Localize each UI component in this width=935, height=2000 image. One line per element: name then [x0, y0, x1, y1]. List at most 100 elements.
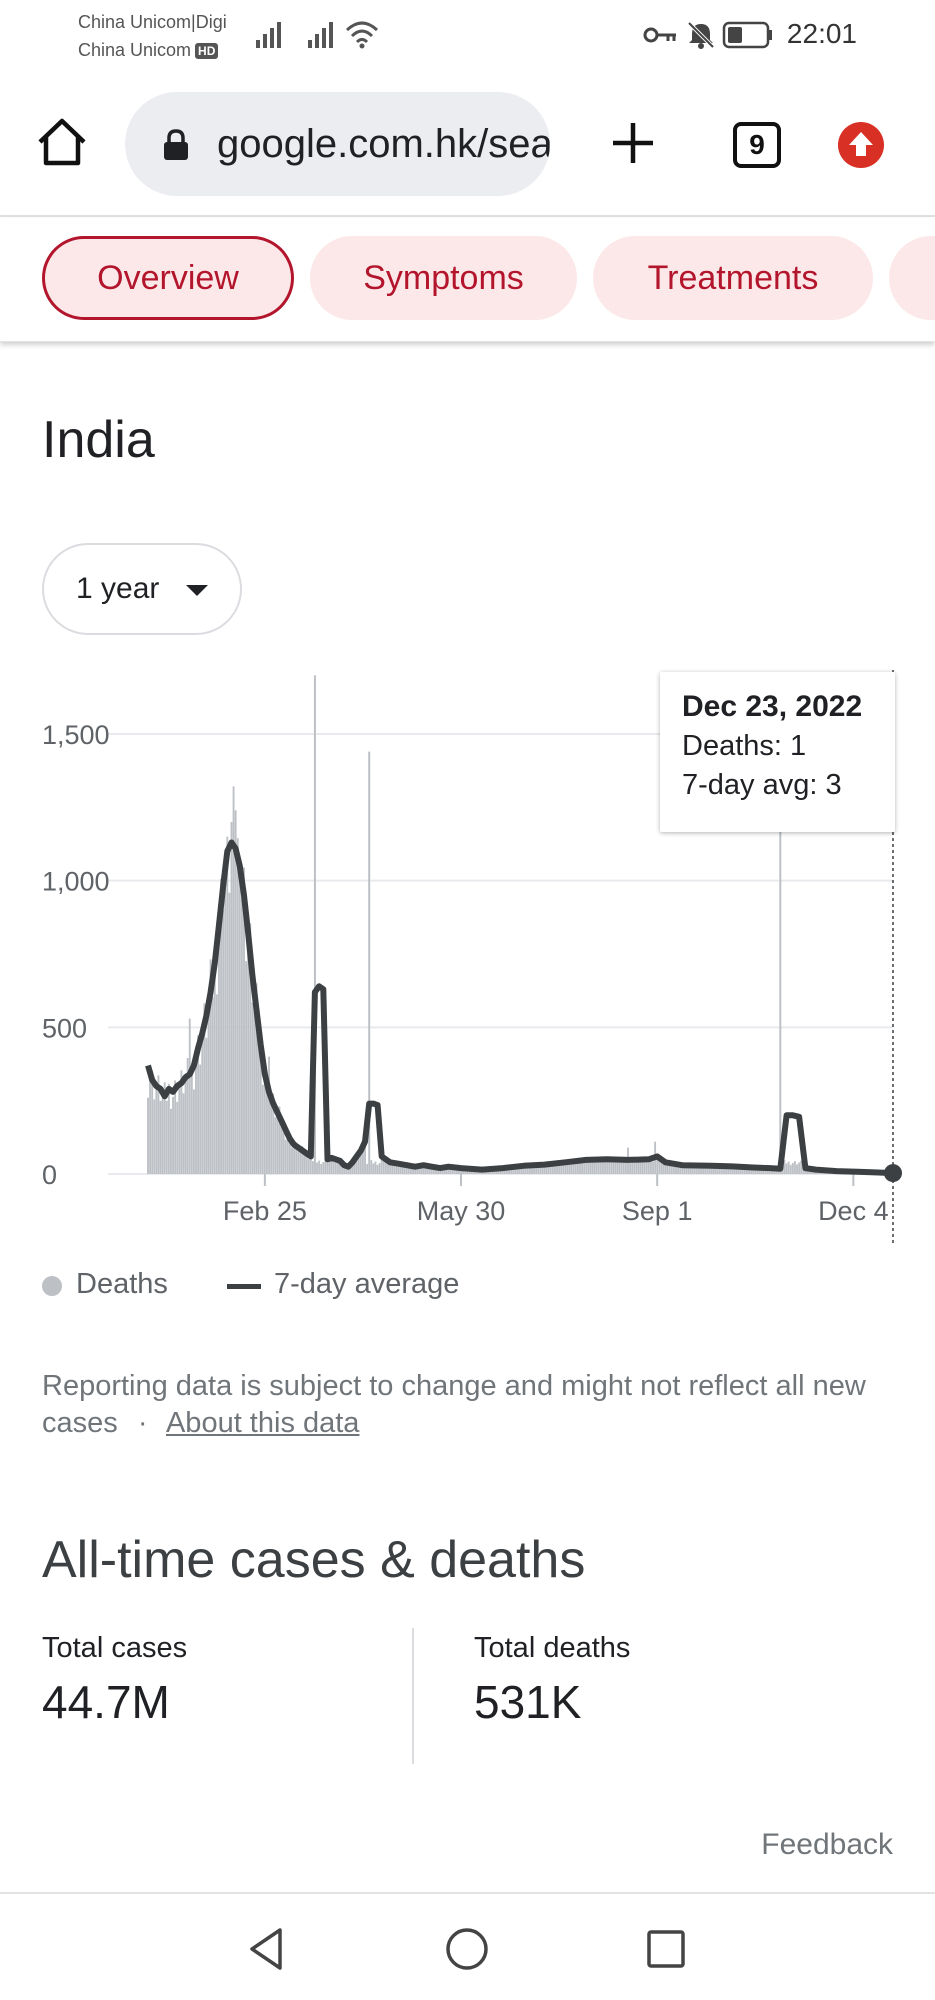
deaths-bar — [633, 1158, 636, 1174]
deaths-bar — [355, 1157, 358, 1174]
deaths-bar — [165, 1100, 168, 1174]
total-deaths: Total deaths 531K — [474, 1632, 630, 1729]
update-icon[interactable] — [838, 122, 884, 168]
home-icon[interactable] — [36, 116, 88, 168]
deaths-bar — [720, 1167, 723, 1174]
deaths-bar — [789, 1164, 792, 1174]
deaths-bar — [629, 1162, 631, 1174]
deaths-bar — [768, 1168, 771, 1174]
chip-overview[interactable]: Overview — [42, 236, 294, 320]
deaths-bar — [416, 1164, 419, 1174]
deaths-bar — [357, 1151, 360, 1174]
deaths-chart[interactable]: 1,500 1,000 500 0 Feb 25 May 30 Sep 1 Dec 4 — [0, 640, 935, 1250]
deaths-bar — [612, 1162, 615, 1174]
deaths-bar — [328, 1157, 331, 1174]
tabs-icon[interactable]: 9 — [733, 122, 781, 168]
deaths-bar — [380, 1154, 383, 1174]
deaths-bar — [518, 1165, 521, 1174]
back-icon[interactable] — [242, 1924, 292, 1974]
deaths-bar — [595, 1161, 598, 1174]
deaths-bar — [441, 1168, 444, 1174]
disclaimer-text: Reporting data is subject to change and … — [42, 1370, 866, 1439]
recents-icon[interactable] — [641, 1924, 691, 1974]
deaths-bar — [637, 1159, 640, 1174]
deaths-bar — [645, 1156, 648, 1174]
deaths-bar — [639, 1157, 642, 1174]
deaths-bar — [723, 1166, 725, 1174]
deaths-bar — [593, 1157, 596, 1174]
deaths-bar — [351, 1161, 354, 1174]
deaths-bar — [520, 1167, 523, 1174]
total-cases-value: 44.7M — [42, 1676, 170, 1728]
deaths-bar — [539, 1165, 542, 1174]
deaths-bar — [570, 1159, 573, 1174]
deaths-bar — [716, 1166, 719, 1174]
chip-symptoms[interactable]: Symptoms — [310, 236, 577, 320]
deaths-bar — [299, 1148, 302, 1174]
deaths-bar — [528, 1165, 531, 1174]
feedback-link[interactable]: Feedback — [761, 1828, 893, 1861]
deaths-bar — [549, 1165, 552, 1174]
deaths-bar — [211, 997, 214, 1174]
deaths-bar — [266, 1073, 268, 1174]
deaths-bar — [374, 1161, 377, 1174]
deaths-bar — [702, 1164, 705, 1174]
carrier-primary: China Unicom|Digi — [78, 12, 227, 32]
deaths-bar — [533, 1166, 536, 1174]
deaths-bar — [430, 1166, 433, 1174]
chip-treatments[interactable]: Treatments — [593, 236, 873, 320]
deaths-bar — [370, 1160, 373, 1174]
deaths-bar — [263, 1080, 266, 1174]
deaths-bar — [157, 1075, 160, 1174]
plus-icon[interactable] — [608, 118, 658, 168]
deaths-bar — [748, 1166, 750, 1174]
deaths-bar — [522, 1165, 525, 1174]
deaths-bar — [301, 1146, 304, 1174]
range-dropdown[interactable]: 1 year — [42, 543, 242, 635]
deaths-bar — [205, 1037, 208, 1174]
deaths-bar — [756, 1168, 759, 1174]
status-time: 22:01 — [786, 18, 857, 49]
chip-next[interactable] — [889, 236, 935, 320]
deaths-bar — [247, 938, 250, 1174]
deaths-legend-swatch — [42, 1276, 62, 1296]
deaths-bar — [614, 1159, 617, 1174]
deaths-bar — [316, 1162, 318, 1174]
deaths-bar — [234, 810, 237, 1174]
deaths-bar — [391, 1162, 394, 1174]
hover-point — [884, 1164, 902, 1183]
deaths-bar — [378, 1162, 381, 1174]
deaths-bar — [505, 1167, 508, 1174]
deaths-bar — [172, 1096, 174, 1174]
deaths-bar — [468, 1169, 471, 1174]
deaths-bar — [779, 675, 782, 1174]
deaths-bar — [192, 1089, 195, 1174]
deaths-bar — [668, 1161, 671, 1174]
deaths-bar — [420, 1165, 423, 1174]
deaths-bar — [305, 1152, 308, 1174]
deaths-bar — [245, 961, 248, 1174]
deaths-bar — [330, 1161, 333, 1174]
deaths-bar — [743, 1168, 746, 1174]
address-bar[interactable]: google.com.hk/search — [125, 92, 550, 196]
deaths-bar — [693, 1166, 696, 1174]
deaths-bar — [428, 1167, 431, 1174]
deaths-bar — [672, 1163, 675, 1174]
about-data-link[interactable]: About this data — [165, 1407, 360, 1439]
deaths-bar — [691, 1163, 694, 1174]
deaths-bar — [384, 1159, 387, 1174]
deaths-bar — [259, 1037, 262, 1174]
deaths-bar — [249, 923, 252, 1174]
deaths-bar — [656, 1154, 659, 1174]
deaths-bar — [362, 1146, 364, 1174]
deaths-bar — [186, 1058, 189, 1174]
deaths-bar — [334, 1157, 337, 1174]
deaths-bar — [255, 983, 258, 1174]
home-circle-icon[interactable] — [442, 1924, 492, 1974]
deaths-bar — [785, 1163, 788, 1174]
deaths-bar — [155, 1087, 158, 1174]
deaths-bar — [745, 1167, 748, 1174]
deaths-bar — [541, 1163, 544, 1174]
deaths-bar — [606, 1162, 609, 1174]
deaths-bar — [393, 1161, 396, 1174]
